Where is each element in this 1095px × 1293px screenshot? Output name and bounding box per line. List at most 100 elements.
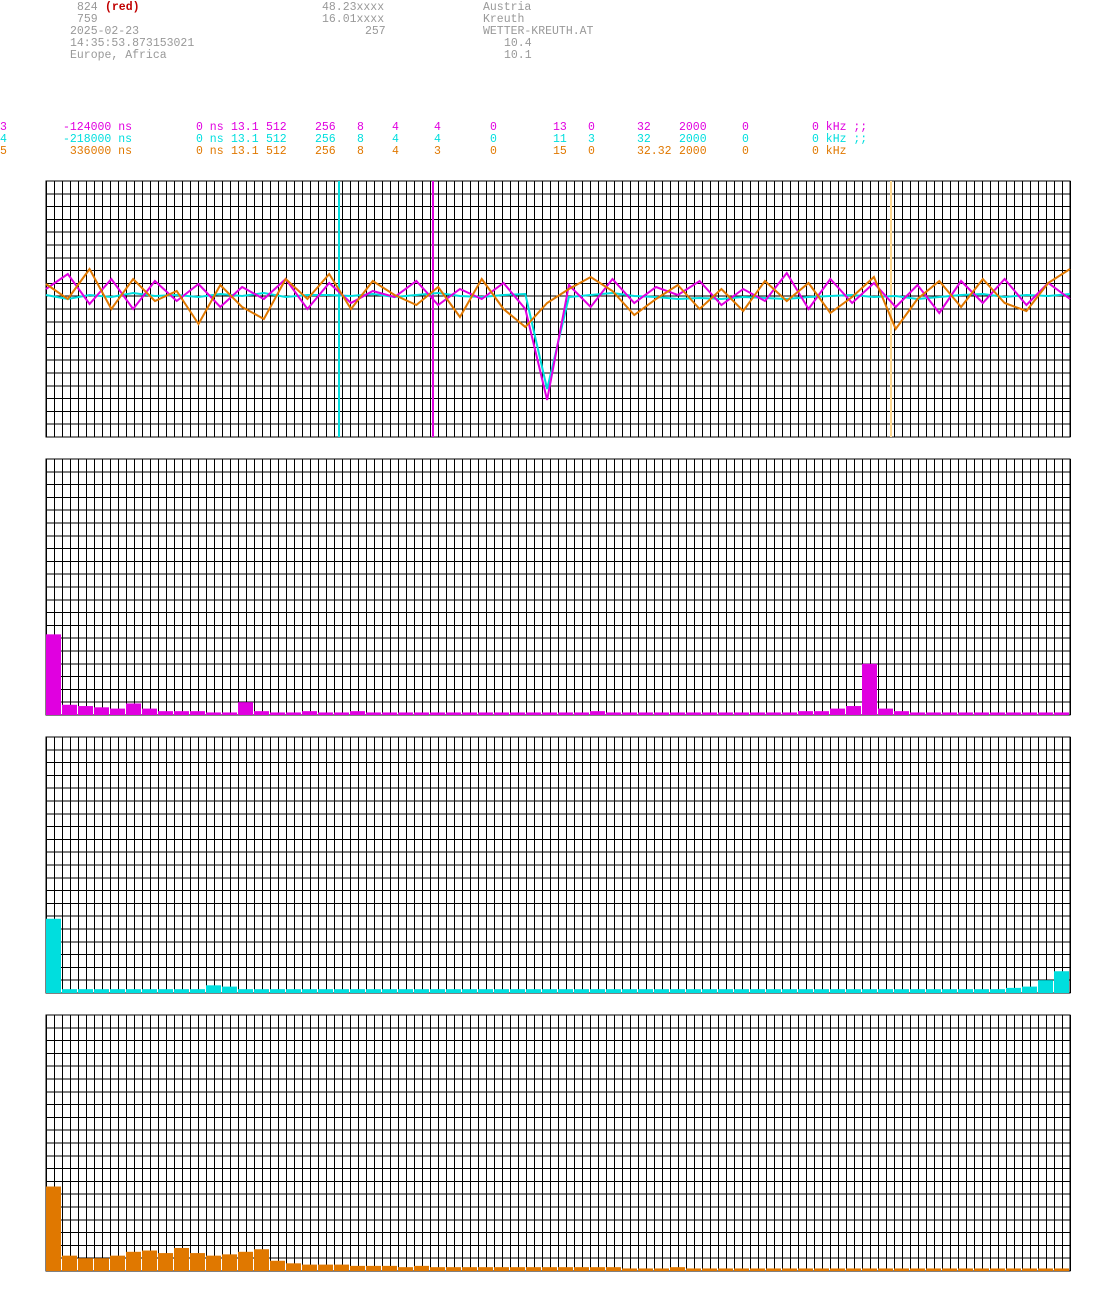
histogram-bar (110, 1255, 125, 1271)
channel-cell: 32 (637, 133, 651, 146)
channel-cell: 0 (490, 133, 497, 146)
histogram-bar (270, 1260, 285, 1271)
histogram-bar (462, 989, 477, 993)
histogram-bar (798, 1268, 813, 1271)
channel-cell: 8 (357, 145, 364, 158)
histogram-bar (718, 1268, 733, 1271)
histogram-bar (942, 1268, 957, 1271)
histogram-bar (78, 989, 93, 993)
histogram-bar (862, 1268, 877, 1271)
histogram-bar (670, 989, 685, 993)
histogram-bar (862, 663, 877, 715)
histogram-bar (1006, 987, 1021, 993)
histogram-bar (126, 989, 141, 993)
channel-cell: 2000 (679, 145, 707, 158)
histogram-bar (222, 1254, 237, 1271)
channel-cell: 11 (553, 133, 567, 146)
header-text: 48.23xxxx (322, 1, 384, 14)
channel-cell: 4 (392, 121, 399, 134)
histogram-bar (974, 1268, 989, 1271)
histogram-bar (510, 989, 525, 993)
channel-cell: 0 (588, 145, 595, 158)
channel-cell: 5 (0, 145, 7, 158)
histogram-bar (254, 711, 269, 715)
histogram-bar (334, 1264, 349, 1271)
histogram-bar (766, 989, 781, 993)
histogram-bar (366, 1265, 381, 1271)
channel-cell: 256 (315, 133, 336, 146)
histogram-bar (382, 712, 397, 715)
histogram-bar (430, 1267, 445, 1271)
histogram-bar (46, 634, 61, 715)
histogram-bar (798, 711, 813, 715)
histogram-bar (894, 989, 909, 993)
histogram-bar (1038, 1268, 1053, 1271)
histogram-bar (238, 989, 253, 993)
channel-cell: 256 (315, 145, 336, 158)
channel-cell: 512 (266, 145, 287, 158)
waveform (45, 267, 1071, 332)
channel-cell: 0 (742, 145, 749, 158)
histogram-bar (926, 1268, 941, 1271)
channel-cell: 0 kHz ;; (812, 133, 867, 146)
histogram-bar (414, 712, 429, 715)
histogram-bar (654, 712, 669, 715)
histogram-bar (62, 1255, 77, 1271)
histogram-bar (142, 989, 157, 993)
histogram-bar (910, 712, 925, 715)
histogram-bar (430, 989, 445, 993)
channel-cell: 0 (742, 133, 749, 146)
histogram-bar (62, 704, 77, 715)
histogram-bar (958, 989, 973, 993)
histogram-bar (622, 989, 637, 993)
histogram-bar (686, 1268, 701, 1271)
header-text: 14:35:53.873153021 (70, 37, 194, 50)
histogram-bar (478, 989, 493, 993)
histogram-bar (318, 712, 333, 715)
histogram-bar (446, 989, 461, 993)
histogram-bar (798, 989, 813, 993)
channel-cell: 3 (588, 133, 595, 146)
histogram-bar (638, 1268, 653, 1271)
histogram-bar (654, 1268, 669, 1271)
histogram-bar (1022, 1268, 1037, 1271)
histogram-bar (654, 989, 669, 993)
channel-cell: -124000 ns (63, 121, 132, 134)
histogram-bar (142, 708, 157, 715)
histogram-bar (446, 1267, 461, 1271)
channel-cell: 13.1 (231, 133, 259, 146)
histogram-bar (302, 989, 317, 993)
histogram-bar (910, 1268, 925, 1271)
header-text: Kreuth (483, 13, 524, 26)
histogram-bar (526, 1267, 541, 1271)
histogram-bar (1022, 712, 1037, 715)
histogram-bar (958, 712, 973, 715)
histogram-bar (286, 1263, 301, 1271)
channel-cell: 0 kHz ;; (812, 121, 867, 134)
histogram-bar (926, 712, 941, 715)
histogram-bar (174, 711, 189, 715)
header-text: 16.01xxxx (322, 13, 384, 26)
histogram-bar (382, 1265, 397, 1271)
histogram-bar (718, 712, 733, 715)
histogram-bar (622, 1268, 637, 1271)
histogram-bar (398, 1267, 413, 1271)
histogram-bar (462, 1267, 477, 1271)
channel-cell: 0 ns (196, 145, 224, 158)
histogram-bar (350, 711, 365, 715)
histogram-bar (222, 712, 237, 715)
histogram-bar (462, 712, 477, 715)
histogram-bar (990, 1268, 1005, 1271)
histogram-bar (974, 989, 989, 993)
histogram-bar (206, 1255, 221, 1271)
histogram-bar (174, 989, 189, 993)
histogram-bar (558, 989, 573, 993)
histogram-bar (1022, 986, 1037, 993)
histogram-bar (174, 1247, 189, 1271)
histogram-bar (846, 989, 861, 993)
histogram-bar (110, 989, 125, 993)
channel-cell: -218000 ns (63, 133, 132, 146)
histogram-bar (862, 989, 877, 993)
histogram-bar (542, 1267, 557, 1271)
histogram-bar (494, 712, 509, 715)
